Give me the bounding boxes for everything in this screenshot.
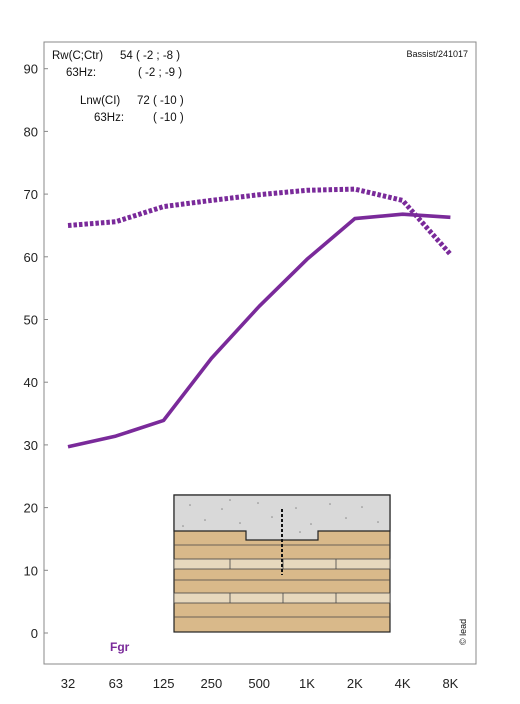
- y-axis: 0 10 20 30 40 50 60 70 80 90: [24, 62, 48, 641]
- y-tick-label: 60: [24, 250, 38, 265]
- floor-construction-illustration: [173, 494, 391, 633]
- y-tick-label: 50: [24, 313, 38, 328]
- lnw-label: Lnw(CI): [80, 95, 120, 107]
- x-tick-label: 2K: [347, 676, 363, 691]
- lnw-63hz-label: 63Hz:: [94, 112, 124, 124]
- code-label: Fgr: [110, 640, 130, 654]
- x-tick-label: 1K: [299, 676, 315, 691]
- source-label: Bassist/241017: [406, 49, 468, 59]
- y-tick-label: 80: [24, 124, 38, 139]
- x-tick-label: 500: [248, 676, 270, 691]
- x-tick-label: 32: [61, 676, 75, 691]
- vertical-mark: © lead: [458, 619, 468, 645]
- x-tick-label: 8K: [442, 676, 458, 691]
- rw-label: Rw(C;Ctr): [52, 50, 103, 62]
- y-tick-label: 40: [24, 375, 38, 390]
- rw-63hz-label: 63Hz:: [66, 67, 96, 79]
- y-tick-label: 20: [24, 501, 38, 516]
- y-tick-label: 10: [24, 563, 38, 578]
- series-layer: [67, 186, 453, 449]
- y-tick-label: 90: [24, 62, 38, 77]
- x-tick-label: 250: [201, 676, 223, 691]
- y-tick-label: 30: [24, 438, 38, 453]
- x-tick-label: 125: [153, 676, 175, 691]
- x-tick-label: 63: [109, 676, 123, 691]
- rw-value: 54 ( -2 ; -8 ): [120, 50, 180, 62]
- lnw-63hz-value: ( -10 ): [153, 112, 184, 124]
- x-tick-label: 4K: [395, 676, 411, 691]
- y-tick-label: 70: [24, 187, 38, 202]
- y-tick-label: 0: [31, 626, 38, 641]
- rw-63hz-value: ( -2 ; -9 ): [138, 67, 182, 79]
- x-axis: 32 63 125 250 500 1K 2K 4K 8K: [61, 676, 459, 691]
- lnw-value: 72 ( -10 ): [137, 95, 184, 107]
